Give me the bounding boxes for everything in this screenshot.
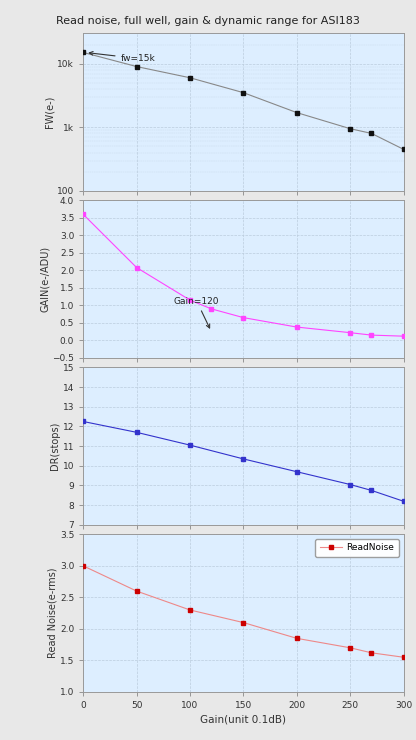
ReadNoise xyxy=(348,643,353,652)
ReadNoise xyxy=(241,618,246,627)
ReadNoise xyxy=(401,653,406,662)
Text: Gain=120: Gain=120 xyxy=(174,297,220,328)
Y-axis label: Read Noise(e-rms): Read Noise(e-rms) xyxy=(47,568,57,659)
Y-axis label: DR(stops): DR(stops) xyxy=(50,422,60,471)
Y-axis label: GAIN(e-/ADU): GAIN(e-/ADU) xyxy=(40,246,50,312)
ReadNoise xyxy=(81,562,86,571)
ReadNoise xyxy=(294,634,299,643)
Line: ReadNoise: ReadNoise xyxy=(81,563,406,659)
ReadNoise xyxy=(134,587,139,596)
X-axis label: Gain(unit 0.1dB): Gain(unit 0.1dB) xyxy=(201,714,286,724)
Legend: ReadNoise: ReadNoise xyxy=(315,539,399,557)
Text: Read noise, full well, gain & dynamic range for ASI183: Read noise, full well, gain & dynamic ra… xyxy=(56,16,360,27)
Y-axis label: FW(e-): FW(e-) xyxy=(44,96,54,128)
Text: fw=15k: fw=15k xyxy=(89,52,155,63)
ReadNoise xyxy=(188,605,193,614)
ReadNoise xyxy=(369,648,374,657)
